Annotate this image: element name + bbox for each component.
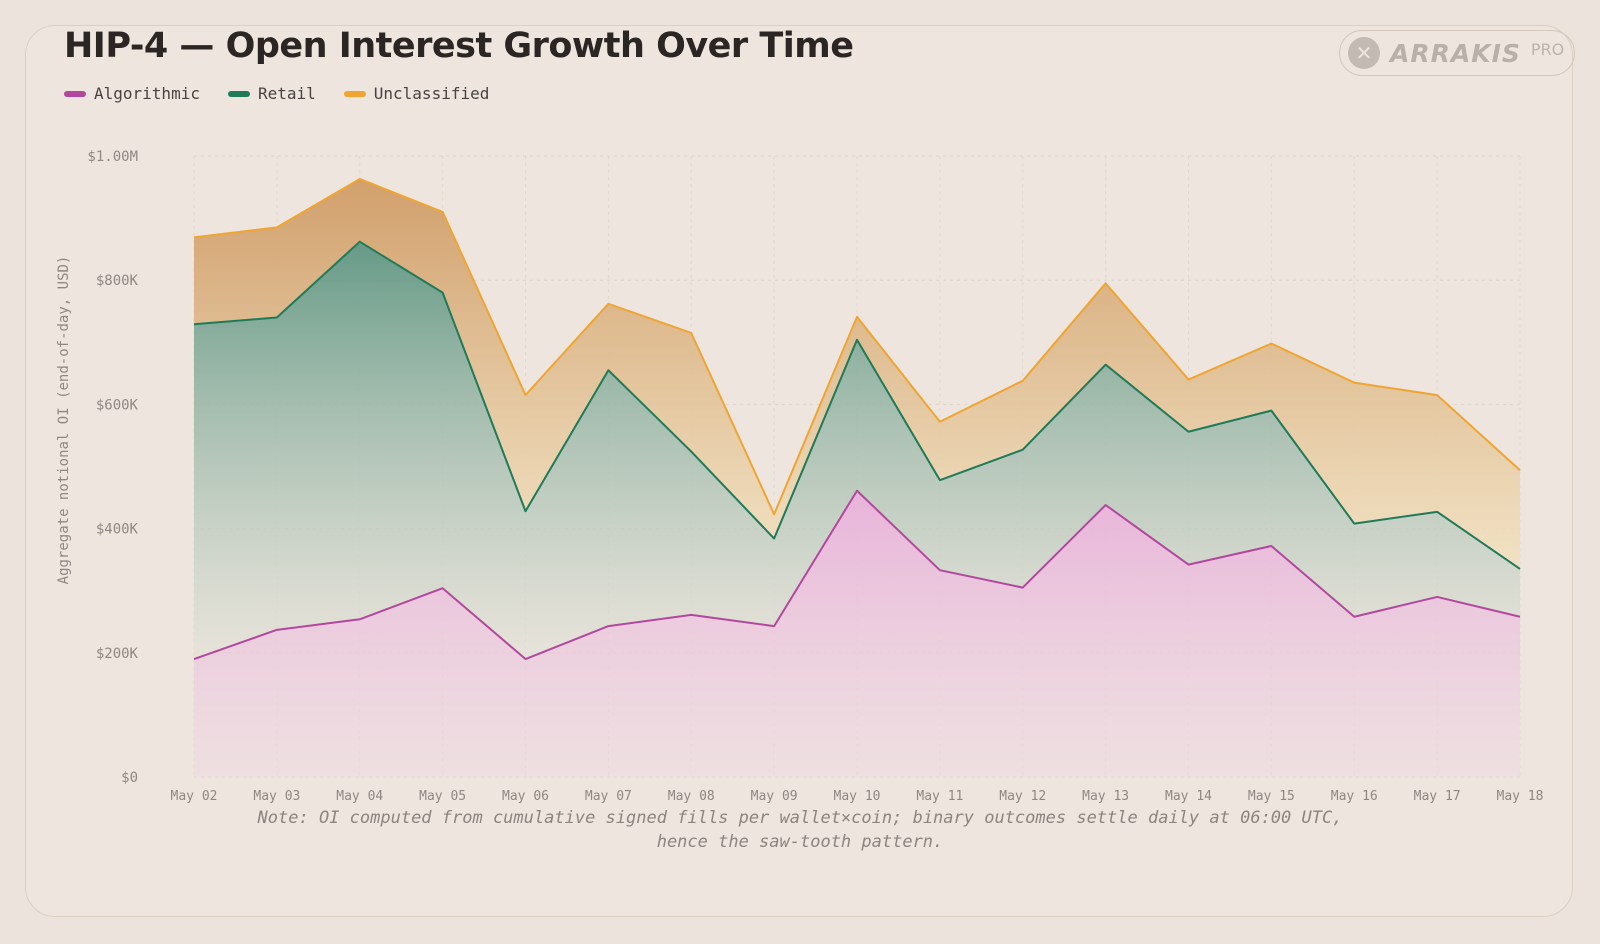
- x-tick-label: May 04: [336, 789, 383, 804]
- legend-item-unclassified[interactable]: Unclassified: [343, 84, 490, 103]
- x-tick-label: May 08: [668, 789, 715, 804]
- x-tick-label: May 09: [751, 789, 798, 804]
- area-retail: [194, 241, 1520, 660]
- x-tick-label: May 17: [1414, 789, 1461, 804]
- legend-swatch: [343, 90, 366, 97]
- x-axis: May 02 May 03 May 04 May 05 May 06 May 07 May …: [171, 789, 1544, 804]
- logo-x-icon: ✕: [1348, 37, 1380, 69]
- x-tick-label: May 03: [253, 789, 300, 804]
- x-tick-label: May 14: [1165, 789, 1212, 804]
- x-tick-label: May 13: [1082, 789, 1129, 804]
- y-tick-label: $200K: [96, 646, 139, 662]
- legend: Algorithmic Retail Unclassified: [64, 84, 489, 103]
- y-tick-label: $800K: [96, 273, 139, 289]
- y-axis-label: Aggregate notional OI (end-of-day, USD): [56, 256, 72, 585]
- x-tick-label: May 12: [999, 789, 1046, 804]
- footnote-line-2: hence the saw-tooth pattern.: [656, 832, 944, 852]
- line-unclassified: [193, 177, 1521, 516]
- logo-pro-badge: PRO: [1530, 39, 1565, 59]
- legend-swatch: [64, 90, 86, 97]
- y-tick-label: $600K: [96, 397, 139, 413]
- x-tick-label: May 05: [419, 789, 466, 804]
- chart-title: HIP-4 — Open Interest Growth Over Time: [64, 26, 854, 66]
- logo-wordmark: ARRAKIS: [1390, 38, 1521, 68]
- x-tick-label: May 06: [502, 789, 549, 804]
- x-tick-label: May 02: [171, 789, 218, 804]
- legend-swatch: [227, 90, 250, 97]
- legend-label: Retail: [257, 84, 316, 103]
- y-tick-label: $1.00M: [87, 149, 138, 165]
- x-tick-label: May 10: [834, 789, 881, 804]
- y-tick-label: $400K: [96, 522, 139, 538]
- x-tick-label: May 11: [916, 789, 963, 804]
- series-lines: [193, 177, 1521, 661]
- footnote: Note: OI computed from cumulative signed…: [0, 806, 1600, 854]
- footnote-line-1: Note: OI computed from cumulative signed…: [257, 808, 1343, 828]
- legend-label: Algorithmic: [94, 84, 200, 103]
- x-tick-label: May 16: [1331, 789, 1378, 804]
- x-tick-label: May 07: [585, 789, 632, 804]
- line-retail: [193, 240, 1521, 570]
- y-tick-label: $0: [121, 770, 138, 786]
- x-tick-label: May 18: [1497, 789, 1544, 804]
- legend-item-retail[interactable]: Retail: [227, 84, 316, 103]
- brand-logo: ✕ ARRAKIS PRO: [1339, 30, 1575, 76]
- legend-item-algorithmic[interactable]: Algorithmic: [64, 84, 200, 103]
- line-algorithmic: [193, 489, 1521, 661]
- area-unclassified: [194, 178, 1520, 569]
- y-axis: $0 $200K $400K $600K $800K $1.00M: [87, 149, 138, 786]
- series-areas: [194, 178, 1520, 777]
- area-algorithmic: [194, 490, 1520, 777]
- x-tick-label: May 15: [1248, 789, 1295, 804]
- legend-label: Unclassified: [373, 84, 490, 103]
